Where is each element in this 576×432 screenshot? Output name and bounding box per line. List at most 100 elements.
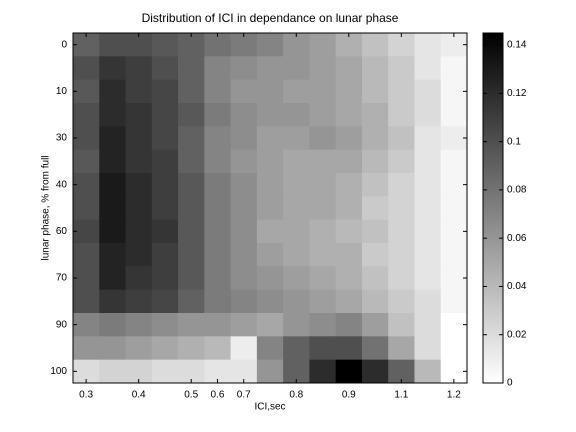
heatmap-cell <box>283 359 310 384</box>
colorbar <box>482 32 504 384</box>
x-tick-label: 0.3 <box>79 390 93 401</box>
heatmap-cell <box>73 359 100 384</box>
heatmap-cell <box>256 219 284 244</box>
heatmap-cell <box>283 126 310 151</box>
heatmap-cell <box>256 359 284 384</box>
heatmap-cell <box>361 313 389 337</box>
heatmap-cell <box>283 313 310 337</box>
heatmap-cell <box>414 243 442 267</box>
heatmap-cell <box>178 313 205 337</box>
heatmap-cell <box>388 103 415 127</box>
heatmap-cell <box>388 33 415 57</box>
heatmap-cell <box>178 103 205 127</box>
heatmap-cell <box>256 336 284 361</box>
heatmap-cell <box>414 126 442 151</box>
heatmap-cell <box>178 219 205 244</box>
plot-frame <box>72 32 468 384</box>
heatmap-cell <box>230 289 258 314</box>
chart-title: Distribution of ICI in dependance on lun… <box>142 11 399 25</box>
heatmap-cell <box>309 173 337 197</box>
heatmap-cell <box>283 79 310 104</box>
heatmap-cell <box>388 173 415 197</box>
heatmap-cell <box>414 196 442 221</box>
y-tick-label: 0 <box>61 39 67 50</box>
heatmap-cell <box>361 289 389 314</box>
heatmap-cell <box>204 313 232 337</box>
heatmap-cell <box>151 266 179 291</box>
heatmap-cell <box>99 336 127 361</box>
heatmap-cell <box>361 79 389 104</box>
heatmap-cell <box>309 126 337 151</box>
heatmap-cell <box>125 149 153 174</box>
colorbar-tick-label: 0.12 <box>507 88 527 99</box>
heatmap-cell <box>99 149 127 174</box>
heatmap-cell <box>440 79 468 104</box>
heatmap-cell <box>73 336 100 361</box>
heatmap-cell <box>283 173 310 197</box>
heatmap-cell <box>309 149 337 174</box>
colorbar-tick-label: 0.14 <box>507 40 527 51</box>
heatmap-cell <box>440 219 468 244</box>
heatmap-cell <box>388 243 415 267</box>
heatmap-cell <box>204 33 232 57</box>
heatmap-cell <box>151 173 179 197</box>
y-tick-label: 90 <box>56 319 68 330</box>
heatmap-cell <box>178 173 205 197</box>
heatmap-cell <box>283 289 310 314</box>
heatmap-cell <box>414 219 442 244</box>
heatmap-cell <box>151 33 179 57</box>
heatmap-cell <box>178 243 205 267</box>
heatmap-cell <box>414 56 442 81</box>
heatmap-cell <box>335 56 363 81</box>
heatmap-cell <box>230 79 258 104</box>
heatmap-cell <box>256 243 284 267</box>
heatmap-cell <box>414 33 442 57</box>
heatmap-cell <box>361 336 389 361</box>
heatmap-cell <box>204 219 232 244</box>
heatmap-cell <box>283 243 310 267</box>
heatmap-cell <box>151 289 179 314</box>
heatmap-cell <box>73 56 100 81</box>
heatmap-cell <box>178 336 205 361</box>
heatmap-cell <box>230 126 258 151</box>
heatmap-cell <box>388 313 415 337</box>
heatmap-cell <box>388 219 415 244</box>
heatmap-cell <box>125 359 153 384</box>
heatmap-cell <box>440 173 468 197</box>
heatmap-cell <box>388 79 415 104</box>
heatmap-cell <box>309 103 337 127</box>
heatmap-cell <box>230 266 258 291</box>
heatmap-cell <box>388 266 415 291</box>
heatmap-cell <box>256 313 284 337</box>
heatmap-cell <box>178 289 205 314</box>
heatmap-cell <box>73 149 100 174</box>
heatmap-cell <box>361 266 389 291</box>
heatmap-cell <box>309 196 337 221</box>
heatmap-cell <box>230 56 258 81</box>
heatmap-cell <box>230 359 258 384</box>
heatmap-cell <box>99 56 127 81</box>
heatmap-cell <box>440 103 468 127</box>
heatmap-cell <box>283 103 310 127</box>
heatmap-cell <box>309 33 337 57</box>
heatmap-cell <box>256 289 284 314</box>
x-tick-label: 0.5 <box>184 390 198 401</box>
heatmap-cell <box>440 266 468 291</box>
heatmap-cell <box>256 196 284 221</box>
heatmap-cell <box>125 173 153 197</box>
heatmap-cell <box>335 266 363 291</box>
heatmap-cell <box>440 336 468 361</box>
heatmap-cell <box>125 33 153 57</box>
heatmap-cell <box>73 33 100 57</box>
heatmap-cell <box>204 56 232 81</box>
heatmap-cell <box>230 313 258 337</box>
heatmap-cell <box>256 126 284 151</box>
heatmap-cell <box>361 33 389 57</box>
heatmap-cell <box>309 336 337 361</box>
heatmap-cell <box>414 289 442 314</box>
heatmap-cell <box>440 289 468 314</box>
heatmap-cell <box>414 313 442 337</box>
colorbar-tick-label: 0.04 <box>507 281 527 292</box>
heatmap-cell <box>256 266 284 291</box>
heatmap-cell <box>414 103 442 127</box>
